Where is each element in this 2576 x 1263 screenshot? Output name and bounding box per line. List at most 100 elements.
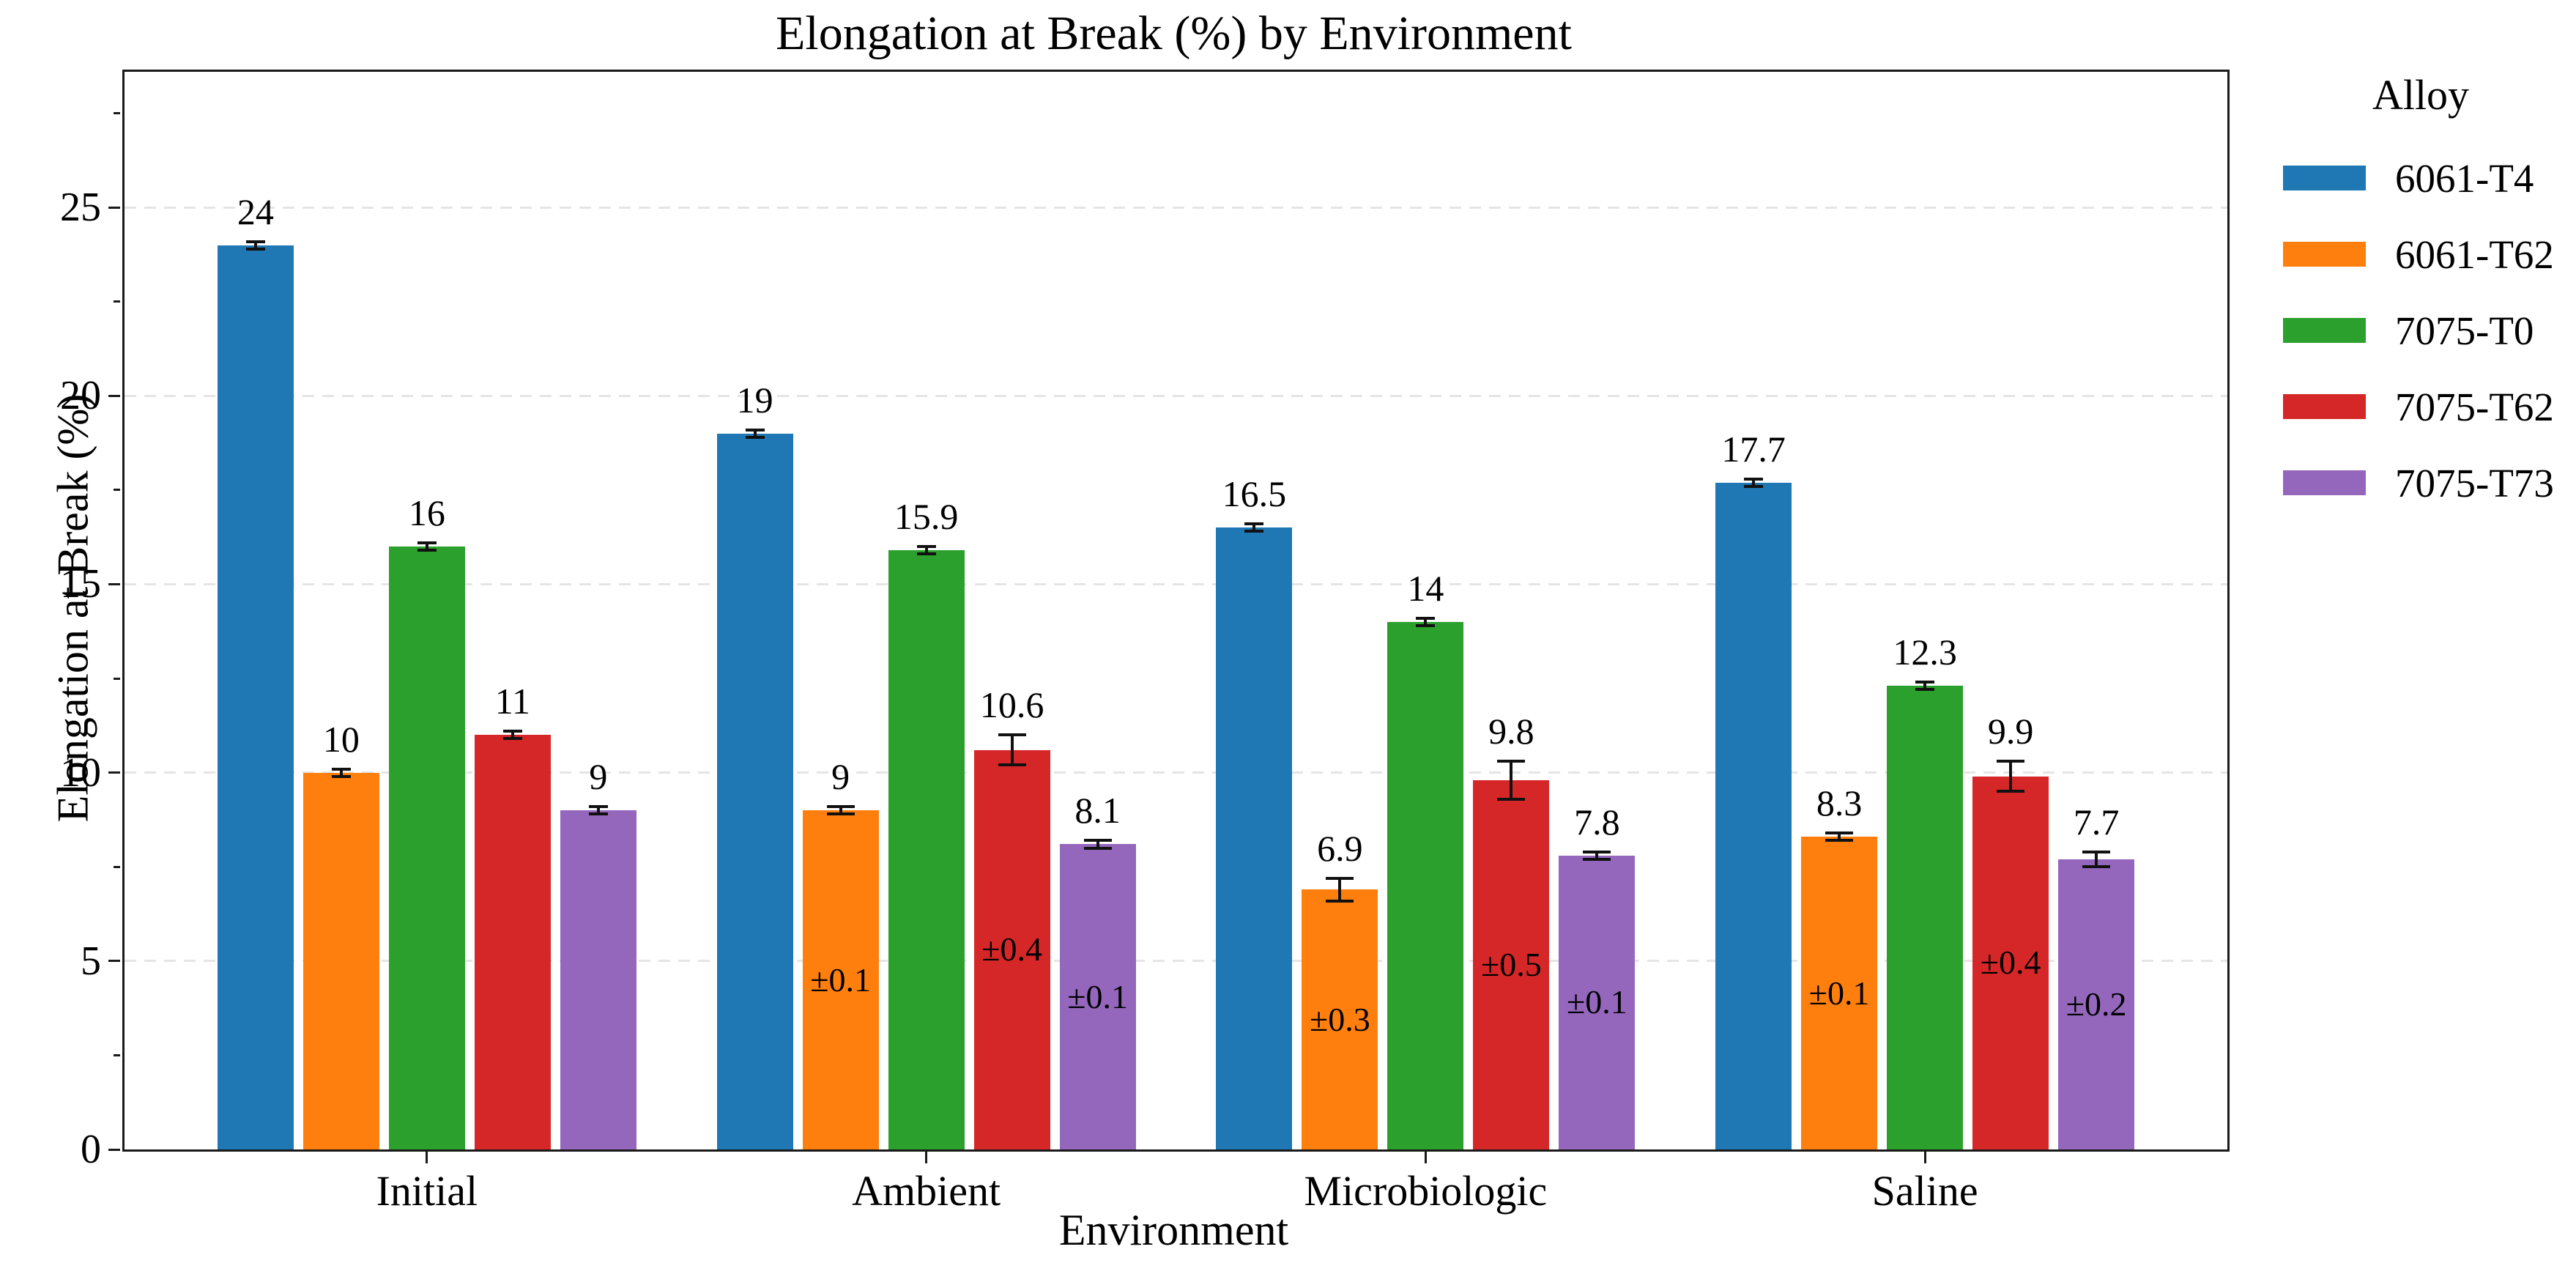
bar-6061-T4-ambient xyxy=(716,433,793,1149)
error-bar-stem xyxy=(1838,832,1841,841)
legend-swatch-6061-t62 xyxy=(2283,242,2366,267)
error-bar-cap-bottom xyxy=(1497,797,1526,801)
error-bar-cap-bottom xyxy=(1416,623,1436,627)
legend-swatch-7075-t62 xyxy=(2283,394,2366,419)
error-bar-cap-bottom xyxy=(1915,688,1935,692)
bar-7075-T62-ambient xyxy=(973,749,1050,1149)
error-bar-cap-bottom xyxy=(1244,530,1264,533)
error-bar-cap-bottom xyxy=(1825,839,1854,842)
bar-7075-T62-saline xyxy=(1972,776,2049,1149)
y-minor-tick xyxy=(114,112,120,115)
legend-item-7075-t0: 7075-T0 xyxy=(2283,292,2569,368)
error-bar-stem xyxy=(753,429,757,437)
x-axis-label: Environment xyxy=(1058,1206,1289,1254)
error-label: ±0.1 xyxy=(1067,977,1128,1015)
plot-area: 24 10 16 11 9 19 9 ±0.1 15.9 10.6 ±0.4 8.1 ±0.1 16.5 6… xyxy=(122,70,2230,1152)
y-tick-label: 25 xyxy=(60,185,101,231)
legend-swatch-7075-t73 xyxy=(2283,470,2366,495)
bar-7075-T0-microbiologic xyxy=(1387,621,1464,1149)
bar-value-label: 9 xyxy=(831,755,850,797)
error-bar-cap-bottom xyxy=(826,812,855,816)
y-tick-label: 0 xyxy=(81,1127,101,1172)
bar-6061-T62-saline xyxy=(1801,837,1878,1149)
error-bar-stem xyxy=(596,807,600,815)
legend-item-7075-t73: 7075-T73 xyxy=(2283,445,2569,521)
bar-7075-T62-initial xyxy=(474,735,551,1149)
bar-value-label: 12.3 xyxy=(1893,632,1957,673)
error-bar-stem xyxy=(1510,761,1513,799)
legend: Alloy 6061-T4 6061-T62 7075-T0 7075-T62 7075… xyxy=(2283,70,2569,521)
error-bar-stem xyxy=(339,768,343,777)
y-tick xyxy=(108,206,120,209)
error-bar-cap-top xyxy=(1497,760,1526,763)
y-tick xyxy=(108,582,120,585)
error-bar-stem xyxy=(1338,878,1342,901)
error-bar-stem xyxy=(924,547,928,555)
error-bar-stem xyxy=(511,731,514,739)
error-bar-cap-top xyxy=(2082,850,2111,853)
bar-value-label: 10 xyxy=(322,718,360,760)
error-bar-cap-top xyxy=(1326,876,1354,880)
x-tick-label-ambient: Ambient xyxy=(852,1167,1001,1215)
bar-value-label: 9.9 xyxy=(1987,711,2034,752)
bar-value-label: 9 xyxy=(589,756,608,798)
bar-6061-T4-microbiologic xyxy=(1216,527,1293,1149)
error-label: ±0.1 xyxy=(1567,983,1627,1021)
bar-value-label: 14 xyxy=(1407,567,1444,609)
legend-item-6061-t4: 6061-T4 xyxy=(2283,140,2569,216)
legend-swatch-7075-t0 xyxy=(2283,318,2366,343)
gridline-y-25 xyxy=(125,206,2227,209)
bar-6061-T4-initial xyxy=(217,245,294,1149)
legend-item-7075-t62: 7075-T62 xyxy=(2283,368,2569,445)
legend-swatch-6061-t4 xyxy=(2283,166,2366,190)
bar-7075-T73-initial xyxy=(560,810,636,1149)
error-bar-stem xyxy=(253,241,257,249)
error-bar-cap-top xyxy=(916,545,936,549)
bar-7075-T73-ambient xyxy=(1059,844,1136,1149)
bar-value-label: 7.7 xyxy=(2073,801,2120,842)
error-label: ±0.3 xyxy=(1310,1000,1370,1038)
y-tick-label: 20 xyxy=(60,373,101,419)
y-minor-tick xyxy=(114,865,120,868)
error-label: ±0.4 xyxy=(1980,944,2041,982)
y-tick xyxy=(108,771,120,774)
error-bar-cap-bottom xyxy=(998,763,1026,767)
error-bar-cap-top xyxy=(588,805,608,809)
error-bar-stem xyxy=(425,543,428,551)
error-bar-stem xyxy=(1752,478,1756,486)
bar-6061-T62-microbiologic xyxy=(1302,889,1378,1149)
error-bar-cap-bottom xyxy=(502,737,522,741)
x-tick-label-saline: Saline xyxy=(1871,1167,1978,1215)
y-tick xyxy=(108,1148,120,1151)
error-label: ±0.5 xyxy=(1481,945,1542,983)
error-bar-stem xyxy=(839,806,842,815)
error-bar-cap-bottom xyxy=(916,552,936,556)
error-bar-stem xyxy=(2095,851,2098,867)
error-bar-cap-bottom xyxy=(417,549,437,552)
bar-value-label: 19 xyxy=(736,379,773,421)
error-bar-cap-bottom xyxy=(745,435,765,439)
error-bar-cap-top xyxy=(1997,760,2025,763)
error-bar-cap-top xyxy=(1915,681,1935,684)
bar-7075-T0-initial xyxy=(388,547,465,1149)
error-bar-cap-bottom xyxy=(1583,857,1611,861)
error-bar-cap-top xyxy=(998,733,1026,737)
error-bar-cap-top xyxy=(502,730,522,733)
error-label: ±0.4 xyxy=(981,930,1042,968)
bar-7075-T0-ambient xyxy=(888,550,965,1149)
error-bar-cap-bottom xyxy=(2082,865,2111,869)
y-minor-tick xyxy=(114,300,120,303)
bar-value-label: 16.5 xyxy=(1222,473,1287,515)
error-bar-cap-top xyxy=(1825,831,1854,834)
error-bar-cap-bottom xyxy=(331,774,351,778)
bar-value-label: 16 xyxy=(408,492,445,534)
error-bar-cap-bottom xyxy=(1997,790,2025,793)
error-bar-cap-top xyxy=(1244,522,1264,526)
bar-value-label: 9.8 xyxy=(1488,711,1534,752)
legend-items: 6061-T4 6061-T62 7075-T0 7075-T62 7075-T73 xyxy=(2283,140,2569,521)
x-tick-saline xyxy=(1923,1152,1926,1163)
bar-7075-T0-saline xyxy=(1887,686,1964,1149)
bar-value-label: 24 xyxy=(237,190,274,232)
bar-6061-T62-ambient xyxy=(802,810,879,1149)
